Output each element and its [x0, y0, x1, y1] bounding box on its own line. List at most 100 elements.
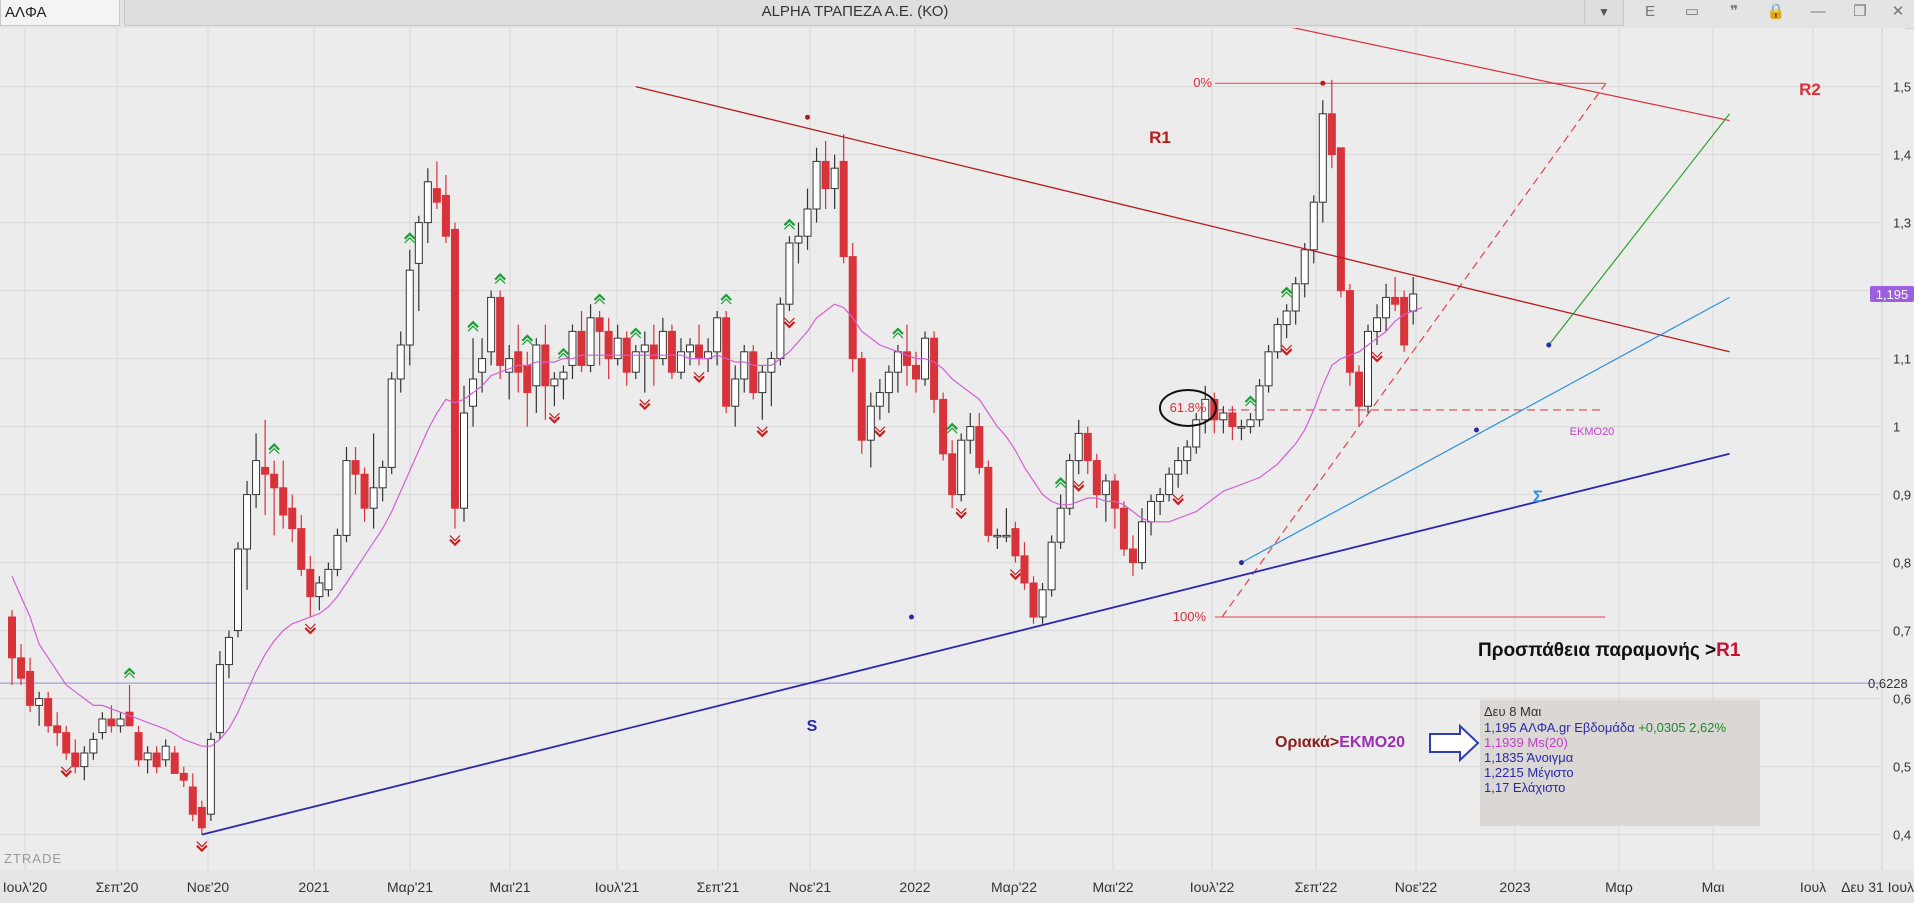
candle-body — [731, 378, 740, 407]
swing-low-arrow — [756, 426, 768, 433]
candle-body — [505, 358, 514, 373]
fib-diagonal-line — [1221, 82, 1607, 618]
candle-body — [1246, 419, 1255, 428]
trend-lines — [201, 28, 1731, 836]
candle-body — [1345, 290, 1354, 373]
candle-body — [441, 194, 450, 237]
candle-body — [261, 466, 270, 475]
candle-body — [758, 371, 767, 394]
candle-body — [1083, 432, 1092, 462]
swing-low-arrow — [304, 627, 317, 635]
candle-body — [857, 358, 866, 441]
swing-low-arrow — [693, 371, 705, 379]
candle-body — [44, 698, 53, 727]
candle-body — [1065, 460, 1074, 509]
candle-body — [613, 337, 622, 360]
quote-icon[interactable]: ❞ — [1729, 3, 1739, 20]
info-line-1: 1,195 ΑΛΦΑ.gr Εβδομάδα +0,0305 2,62% — [1484, 720, 1726, 735]
candles — [8, 79, 1418, 835]
info-line-3: 1,1835 Άνοιγμα — [1484, 750, 1574, 765]
swing-low-arrow — [196, 844, 208, 853]
y-tick-label: 0,4 — [1893, 828, 1911, 843]
candle-body — [667, 330, 676, 373]
swing-high-arrow — [720, 298, 732, 305]
candle-body — [1228, 412, 1237, 428]
candle-body — [1020, 555, 1029, 584]
swing-high-arrow — [1244, 395, 1257, 403]
candle-body — [125, 711, 134, 727]
candle-body — [432, 188, 441, 203]
candle-body — [848, 256, 857, 360]
candle-body — [532, 344, 541, 387]
letter-e-icon[interactable]: E — [1644, 3, 1655, 20]
last-price-badge — [1870, 286, 1914, 302]
candle-body — [794, 235, 803, 244]
x-tick-label: Ιουλ'21 — [595, 879, 640, 895]
candle-body — [1165, 473, 1174, 496]
swing-low-arrow — [548, 412, 560, 420]
candle-body — [1210, 398, 1219, 421]
close-icon[interactable]: ✕ — [1891, 3, 1905, 20]
candle-body — [785, 242, 794, 305]
trend-line-R2 — [1291, 28, 1730, 122]
candle-body — [206, 738, 215, 815]
swing-high-arrow — [629, 327, 642, 335]
y-tick-label: 0,6 — [1893, 692, 1911, 707]
candle-body — [568, 330, 577, 366]
symbol-input[interactable]: ΑΛΦΑ — [0, 0, 120, 26]
candle-body — [360, 473, 369, 509]
candle-body — [143, 752, 152, 761]
candle-body — [975, 426, 984, 468]
sigma-label: Σ — [1533, 487, 1543, 506]
candle-body — [866, 405, 875, 441]
candle-body — [152, 752, 161, 768]
candle-body — [631, 351, 640, 373]
chevron-down-icon[interactable]: ▼ — [1584, 0, 1623, 25]
candle-body — [893, 351, 902, 373]
fib-0-label: 0% — [1193, 75, 1212, 90]
candle-body — [134, 732, 143, 761]
x-tick-label: Σεπ'20 — [96, 879, 139, 895]
pivot-dot — [908, 614, 914, 620]
candle-body — [875, 392, 884, 407]
swing-low-arrow — [449, 535, 461, 542]
arrow-right-icon — [1429, 723, 1480, 763]
y-tick-label: 0,5 — [1893, 760, 1911, 775]
candle-body — [324, 568, 333, 591]
y-tick-label: 0,9 — [1893, 488, 1911, 503]
r1-label: R1 — [1149, 128, 1171, 147]
candle-body — [993, 534, 1002, 538]
candle-body — [460, 412, 468, 509]
y-tick-label: 0,7 — [1893, 624, 1911, 639]
instrument-selector[interactable]: ALPHA ΤΡΑΠΕΖΑ Α.Ε. (ΚΟ) ▼ — [124, 0, 1624, 26]
candle-body — [1002, 534, 1011, 538]
candle-body — [1273, 324, 1282, 353]
candle-body — [559, 371, 568, 380]
swing-high-arrow — [268, 447, 280, 455]
swing-high-arrow — [1055, 481, 1067, 489]
annotation-ekmo: Οριακά>ΕΚΜΟ20 — [1275, 734, 1405, 751]
x-tick-label: Σεπ'21 — [697, 879, 740, 895]
swing-high-arrow — [404, 236, 416, 244]
swing-high-arrow — [1280, 286, 1293, 294]
swing-high-arrow — [594, 298, 606, 305]
price-chart[interactable]: R1 R2 S Σ ΕΚΜΟ20 0% 100% 61.8% Προσπάθεια παραμο… — [0, 28, 1914, 903]
candle-body — [803, 208, 812, 237]
swing-low-arrow — [449, 538, 461, 547]
swing-low-arrow — [1281, 344, 1293, 352]
swing-high-arrow — [268, 443, 280, 451]
candle-body — [1029, 582, 1038, 618]
swing-high-arrow — [1054, 477, 1067, 485]
swing-high-arrow — [946, 422, 958, 430]
window-icon[interactable]: ▭ — [1684, 3, 1700, 20]
restore-icon[interactable]: ❐ — [1853, 3, 1867, 20]
candle-body — [595, 317, 604, 332]
minimize-icon[interactable]: — — [1810, 3, 1826, 20]
swing-high-arrow — [593, 293, 606, 301]
trend-line-green — [1548, 113, 1731, 346]
lock-icon[interactable]: 🔒 — [1766, 3, 1786, 20]
candle-body — [80, 752, 89, 768]
candle-body — [776, 303, 785, 360]
candle-body — [197, 806, 206, 829]
x-tick-label: Μαρ — [1605, 879, 1633, 895]
